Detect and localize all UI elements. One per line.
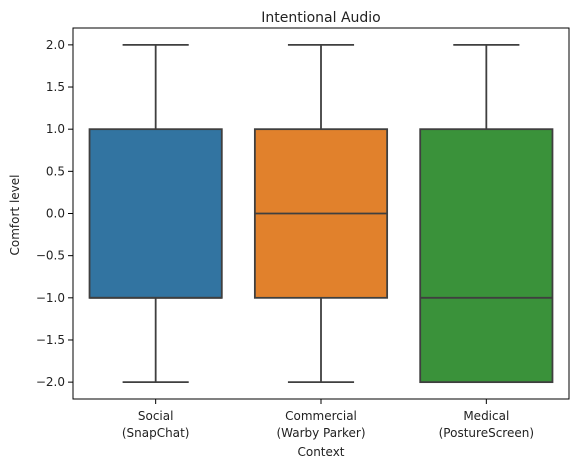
y-axis-label: Comfort level [8, 175, 22, 256]
x-tick-sublabel: (PostureScreen) [439, 426, 534, 440]
y-tick-label: 1.5 [46, 80, 65, 94]
x-tick-label: Commercial [285, 409, 357, 423]
box-iqr [420, 129, 552, 382]
y-axis-ticks: 2.0 1.5 1.0 0.5 0.0 −0.5 −1.0 −1.5 −2.0 [36, 38, 73, 389]
box-0 [90, 45, 222, 382]
y-tick-label: −2.0 [36, 375, 65, 389]
y-tick-label: 0.5 [46, 164, 65, 178]
x-tick-sublabel: (Warby Parker) [276, 426, 365, 440]
x-axis-ticks: Social (SnapChat) Commercial (Warby Parker)… [122, 399, 534, 440]
chart-title: Intentional Audio [261, 10, 381, 26]
box-1 [255, 45, 387, 382]
y-tick-label: 0.0 [46, 207, 65, 221]
boxes-group [90, 45, 553, 382]
x-tick-label: Medical [463, 409, 509, 423]
box-2 [420, 45, 552, 382]
y-tick-label: −1.0 [36, 291, 65, 305]
x-axis-label: Context [297, 445, 344, 459]
y-tick-label: −0.5 [36, 249, 65, 263]
y-tick-label: 2.0 [46, 38, 65, 52]
y-tick-label: 1.0 [46, 122, 65, 136]
x-tick-sublabel: (SnapChat) [122, 426, 190, 440]
y-tick-label: −1.5 [36, 333, 65, 347]
box-iqr [90, 129, 222, 298]
x-tick-label: Social [138, 409, 174, 423]
